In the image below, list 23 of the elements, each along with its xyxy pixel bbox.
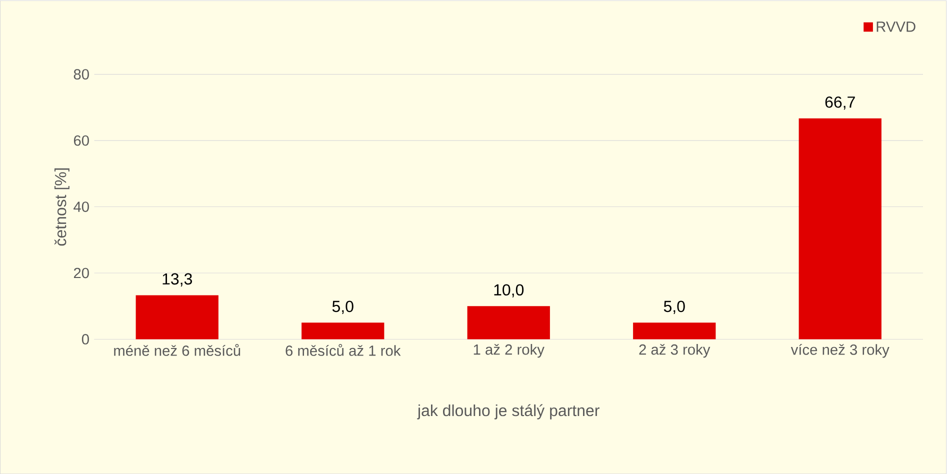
x-tick-label: 2 až 3 roky bbox=[639, 344, 710, 358]
data-label: 13,3 bbox=[162, 273, 192, 286]
bar bbox=[633, 322, 716, 340]
bar bbox=[136, 295, 218, 340]
bar bbox=[798, 118, 882, 340]
x-tick-label: 1 až 2 roky bbox=[474, 344, 544, 358]
x-tick-label: méně než 6 měsíců bbox=[114, 344, 240, 356]
y-tick-label: 0 bbox=[82, 334, 89, 344]
x-axis-title: jak dlouho je stálý partner bbox=[417, 404, 600, 420]
y-tick-label: 40 bbox=[74, 202, 89, 212]
x-tick-label: 6 měsíců až 1 rok bbox=[286, 344, 401, 356]
bar bbox=[467, 306, 550, 340]
y-tick-label: 20 bbox=[74, 268, 89, 278]
bar bbox=[302, 322, 384, 340]
y-axis-title: četnost [%] bbox=[54, 168, 70, 246]
data-label: 5,0 bbox=[332, 300, 354, 314]
data-label: 5,0 bbox=[664, 300, 685, 314]
x-tick-label: více než 3 roky bbox=[790, 344, 890, 358]
data-label: 66,7 bbox=[825, 96, 855, 110]
y-tick-label: 60 bbox=[74, 135, 89, 146]
legend-label: RVVD bbox=[876, 22, 916, 32]
data-label: 10,0 bbox=[494, 284, 524, 298]
y-tick-label: 80 bbox=[74, 69, 89, 80]
